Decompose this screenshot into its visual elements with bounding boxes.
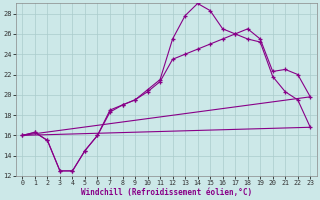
X-axis label: Windchill (Refroidissement éolien,°C): Windchill (Refroidissement éolien,°C) [81, 188, 252, 197]
